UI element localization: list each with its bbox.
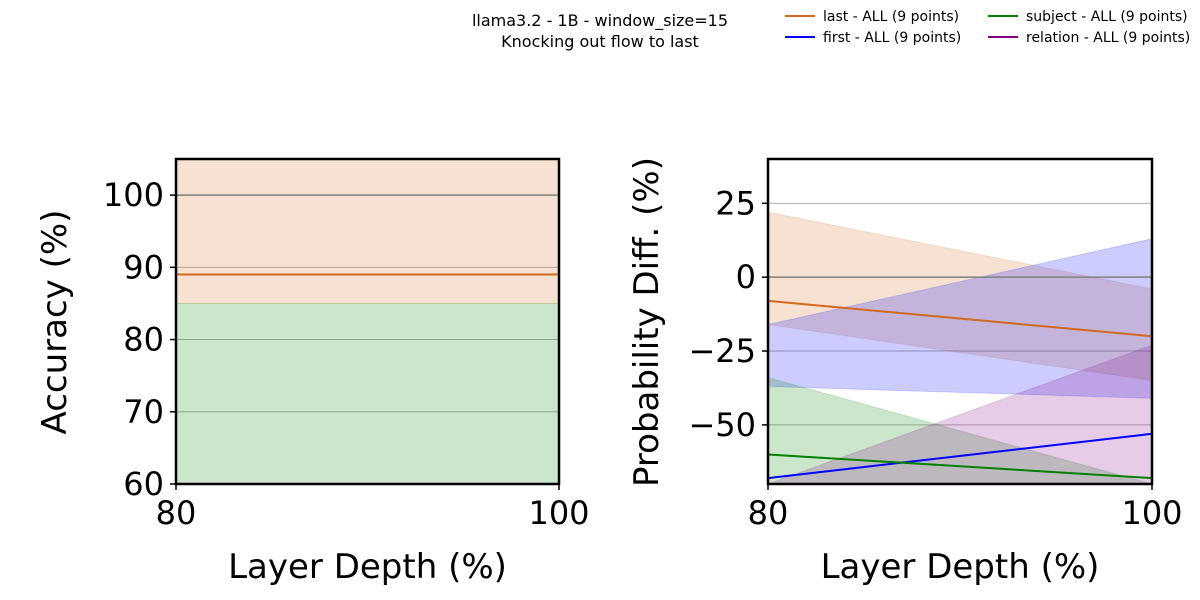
x-tick-label: 100: [1121, 494, 1182, 532]
x-tick-label: 80: [156, 494, 197, 532]
plot-frame: [174, 157, 561, 486]
series-line-first: [768, 432, 1152, 480]
y-tick-label: 0: [736, 258, 756, 296]
y-tick-label: −25: [688, 332, 756, 370]
y-tick-label: −50: [688, 406, 756, 444]
band-subject: [768, 377, 1152, 484]
x-tick-label: 100: [528, 494, 589, 532]
y-tick-label: 60: [123, 465, 164, 503]
band-subject: [176, 302, 559, 484]
series-line-subject: [768, 453, 1152, 480]
x-axis-label: Layer Depth (%): [228, 547, 507, 587]
band-last: [176, 159, 559, 304]
series-line-last: [768, 299, 1152, 338]
y-axis-label: Accuracy (%): [35, 210, 75, 435]
probability-diff-plot: −50 −25 0 25 80 100 Layer Depth (%) Probability…: [627, 157, 1183, 587]
y-axis-label: Probability Diff. (%): [627, 157, 667, 487]
x-tick-label: 80: [748, 494, 789, 532]
band-relation: [768, 344, 1152, 484]
plot-frame: [766, 157, 1154, 486]
figure-title-line1: llama3.2 - 1B - window_size=15: [472, 11, 728, 31]
legend-label-relation: relation - ALL (9 points): [1026, 30, 1190, 46]
accuracy-plot: 60 70 80 90 100 80 100 Layer Depth (%) Accuracy …: [35, 157, 590, 587]
legend-label-last: last - ALL (9 points): [823, 9, 959, 25]
figure-title-line2: Knocking out flow to last: [501, 32, 699, 51]
y-tick-label: 25: [715, 184, 756, 222]
y-tick-label: 70: [123, 393, 164, 431]
legend-label-first: first - ALL (9 points): [823, 30, 961, 46]
y-tick-label: 90: [123, 248, 164, 286]
legend: last - ALL (9 points) first - ALL (9 poin…: [785, 9, 1190, 46]
x-axis-label: Layer Depth (%): [821, 547, 1100, 587]
y-tick-label: 100: [103, 176, 164, 214]
y-tick-label: 80: [123, 321, 164, 359]
band-last: [768, 211, 1152, 382]
legend-label-subject: subject - ALL (9 points): [1026, 9, 1188, 25]
